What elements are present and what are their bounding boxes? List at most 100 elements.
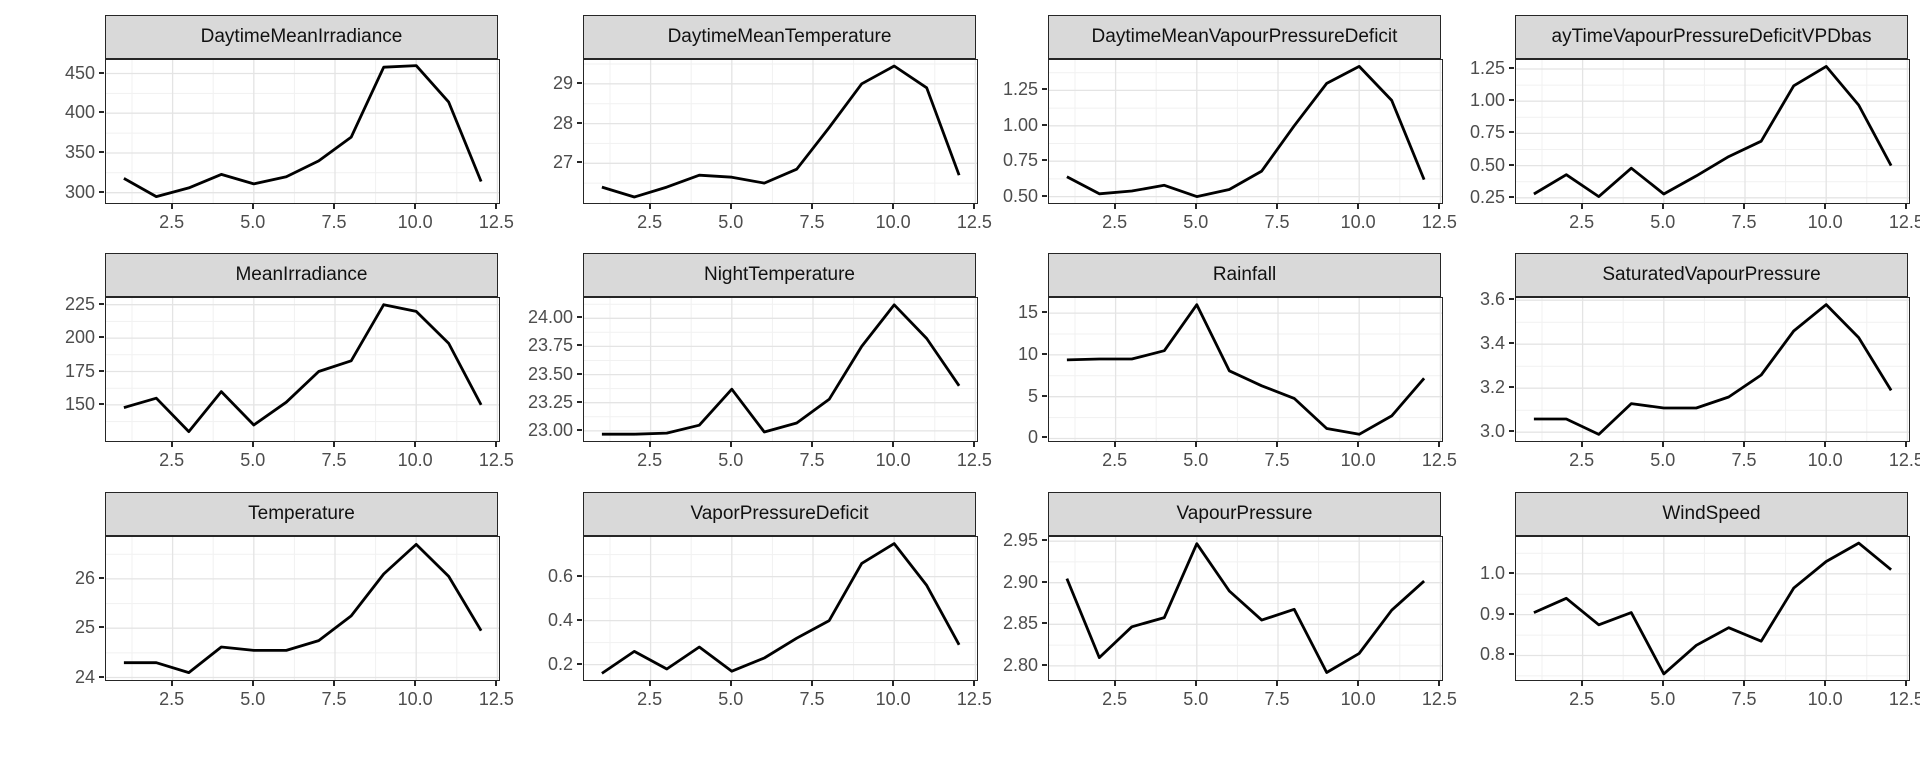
tick-mark [1742, 204, 1745, 209]
data-line [1066, 303, 1426, 436]
chart-panel [583, 297, 978, 442]
y-tick-label: 26 [74, 567, 95, 588]
y-tick-label: 0.50 [1002, 185, 1038, 206]
tick-mark [577, 428, 582, 431]
y-tick-label: 3.4 [1479, 333, 1505, 354]
x-tick-label: 7.5 [321, 689, 347, 709]
y-tick-label: 23.25 [527, 391, 573, 412]
facet-strip: DaytimeMeanIrradiance [105, 15, 498, 59]
tick-mark [577, 574, 582, 577]
y-tick-label: 15 [1017, 302, 1038, 323]
facet-strip: DaytimeMeanVapourPressureDeficit [1048, 15, 1441, 59]
tick-mark [1357, 442, 1360, 447]
y-tick-label: 28 [552, 112, 573, 133]
tick-mark [1509, 195, 1514, 198]
chart-panel [105, 59, 500, 204]
tick-mark [577, 662, 582, 665]
y-tick-label: 0.50 [1469, 154, 1505, 175]
facet-title: VaporPressureDeficit [690, 503, 869, 524]
tick-mark [1661, 442, 1664, 447]
tick-mark [1113, 442, 1116, 447]
tick-mark [1905, 442, 1908, 447]
facet-strip: SaturatedVapourPressure [1515, 253, 1908, 297]
x-tick-label: 5.0 [1650, 212, 1676, 232]
y-tick-label: 1.25 [1469, 58, 1505, 79]
x-tick-label: 10.0 [1807, 212, 1843, 232]
tick-mark [332, 681, 335, 686]
x-tick-label: 10.0 [397, 689, 433, 709]
tick-mark [892, 681, 895, 686]
tick-mark [1113, 681, 1116, 686]
x-tick-label: 5.0 [240, 212, 266, 232]
x-tick-label: 12.5 [956, 212, 992, 232]
y-tick-label: 0.8 [1479, 644, 1505, 665]
tick-mark [1509, 653, 1514, 656]
y-tick-label: 0.9 [1479, 603, 1505, 624]
tick-mark [892, 204, 895, 209]
tick-mark [577, 81, 582, 84]
tick-mark [99, 150, 104, 153]
x-tick-label: 12.5 [478, 212, 514, 232]
tick-mark [170, 681, 173, 686]
tick-mark [414, 442, 417, 447]
data-line [1533, 541, 1892, 676]
x-tick-label: 10.0 [875, 689, 911, 709]
tick-mark [1275, 442, 1278, 447]
x-tick-label: 2.5 [637, 689, 663, 709]
y-tick-label: 23.75 [527, 335, 573, 356]
tick-mark [99, 111, 104, 114]
tick-mark [414, 204, 417, 209]
tick-mark [1357, 204, 1360, 209]
tick-mark [1275, 204, 1278, 209]
x-tick-label: 2.5 [1102, 212, 1128, 232]
tick-mark [495, 442, 498, 447]
tick-mark [1042, 580, 1047, 583]
facet-strip: Temperature [105, 492, 498, 536]
y-tick-label: 24 [74, 666, 95, 687]
tick-mark [1742, 681, 1745, 686]
x-tick-label: 10.0 [1340, 450, 1376, 470]
tick-mark [810, 681, 813, 686]
y-tick-label: 0.25 [1469, 186, 1505, 207]
tick-mark [1042, 311, 1047, 314]
y-tick-label: 450 [64, 62, 95, 83]
tick-mark [973, 681, 976, 686]
tick-mark [577, 316, 582, 319]
x-tick-label: 7.5 [321, 212, 347, 232]
x-tick-label: 12.5 [956, 689, 992, 709]
tick-mark [577, 372, 582, 375]
x-tick-label: 10.0 [1807, 450, 1843, 470]
y-tick-label: 1.00 [1469, 90, 1505, 111]
y-tick-label: 23.00 [527, 419, 573, 440]
tick-mark [251, 442, 254, 447]
data-line [123, 64, 483, 199]
y-tick-label: 3.0 [1479, 421, 1505, 442]
y-tick-label: 300 [64, 181, 95, 202]
tick-mark [1509, 612, 1514, 615]
chart-panel [1515, 297, 1910, 442]
tick-mark [892, 442, 895, 447]
y-tick-label: 2.90 [1002, 571, 1038, 592]
x-tick-label: 12.5 [1421, 450, 1457, 470]
tick-mark [729, 681, 732, 686]
facet-title: MeanIrradiance [235, 264, 368, 285]
tick-mark [1042, 352, 1047, 355]
x-tick-label: 10.0 [875, 450, 911, 470]
x-tick-label: 7.5 [799, 450, 825, 470]
facet-title: Temperature [248, 503, 355, 524]
facet-title: DaytimeMeanIrradiance [200, 26, 403, 47]
y-tick-label: 10 [1017, 343, 1038, 364]
x-tick-label: 10.0 [397, 212, 433, 232]
chart-panel [1048, 297, 1443, 442]
y-tick-label: 24.00 [527, 307, 573, 328]
tick-mark [973, 442, 976, 447]
x-tick-label: 12.5 [1421, 212, 1457, 232]
x-tick-label: 5.0 [1183, 450, 1209, 470]
chart-panel [583, 536, 978, 681]
x-tick-label: 12.5 [478, 689, 514, 709]
facet-strip: MeanIrradiance [105, 253, 498, 297]
tick-mark [577, 400, 582, 403]
tick-mark [1438, 442, 1441, 447]
tick-mark [495, 681, 498, 686]
tick-mark [1509, 386, 1514, 389]
